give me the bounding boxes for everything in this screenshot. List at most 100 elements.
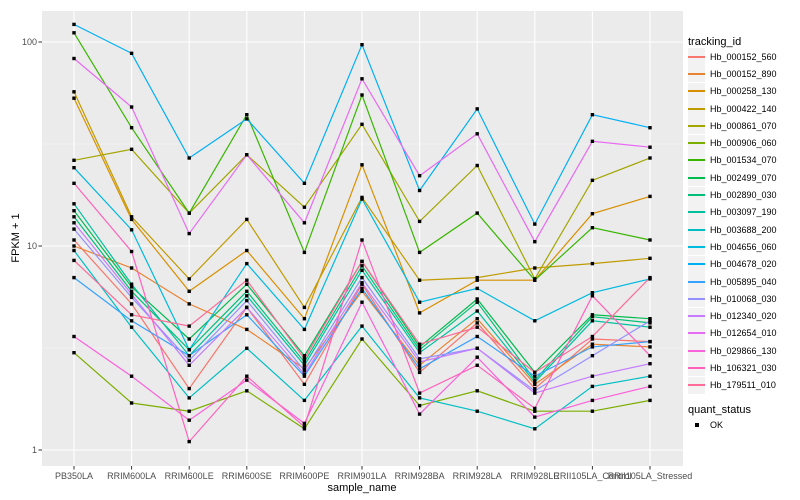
legend-tracking-title: tracking_id [688,36,742,48]
data-point [475,132,479,136]
data-point [417,403,422,408]
data-point [590,291,595,295]
x-tick-label-RRIM928LA: RRIM928LA [452,471,502,481]
x-tick-label-PB350LA: PB350LA [54,471,94,481]
data-point [590,315,595,319]
data-point [417,396,422,400]
data-point [475,297,479,301]
legend-item-Hb_004678_020: Hb_004678_020 [688,255,800,273]
data-point [360,289,364,293]
data-point [187,439,191,444]
legend-item-label: Hb_003097_190 [710,207,777,218]
data-point [245,289,249,293]
data-point [590,345,595,349]
data-point [129,228,134,232]
x-tick-label-RRII105LA_Stressed: RRII105LA_Stressed [607,471,693,481]
legend-key-line [688,238,705,256]
legend-key-line [688,307,705,325]
data-point [648,339,652,344]
data-point [129,401,134,405]
data-point [590,212,595,216]
legend-item-label: Hb_004656_060 [710,241,777,252]
data-point [648,325,652,329]
data-point [302,363,307,367]
data-point [302,357,307,361]
legend-key-line [688,151,705,169]
data-point [648,275,652,280]
legend-key-line [688,186,705,204]
legend-item-label: Hb_000422_140 [710,103,777,114]
data-point [417,370,422,375]
legend-item-label: Hb_000152_890 [710,68,777,79]
y-tick-label-10: 10 [26,241,37,251]
legend-quant-items: OK [688,416,800,434]
legend-item-label: Hb_002890_030 [710,190,777,201]
data-point [302,354,307,358]
data-point [72,248,76,253]
data-point [129,249,134,254]
data-point [302,305,307,310]
data-point [302,360,307,364]
data-point [590,113,595,117]
data-point [417,250,422,255]
data-point [360,264,364,268]
data-point [417,348,422,352]
data-point [648,256,652,260]
x-tick-label-RRIM928BA: RRIM928BA [394,471,445,481]
data-point [245,305,249,310]
data-point [360,93,364,97]
data-point [475,278,479,282]
data-point [302,250,307,255]
data-point [187,386,191,391]
data-point [187,363,191,367]
data-point [590,374,595,378]
legend-item-Hb_005895_040: Hb_005895_040 [688,273,800,290]
legend-item-Hb_012340_020: Hb_012340_020 [688,307,800,325]
data-point [417,300,422,304]
legend-item-Hb_012654_010: Hb_012654_010 [688,324,800,342]
data-point [360,324,364,328]
data-point [187,277,191,281]
y-tick-label-1: 1 [31,445,37,455]
data-point [417,342,422,346]
data-point [360,275,364,280]
data-point [72,202,76,206]
data-point [72,158,76,162]
data-point [245,117,249,121]
data-point [187,289,191,293]
data-point [475,346,479,350]
data-point [533,389,537,393]
data-point [417,391,422,395]
legend-quant-status: quant_status OK [688,404,800,434]
legend-key-line [688,324,705,342]
data-point [590,294,595,298]
data-point [590,261,595,266]
data-point [475,275,479,280]
data-point [72,238,76,242]
legend-item-Hb_003688_200: Hb_003688_200 [688,221,800,239]
data-point [302,368,307,373]
data-point [302,374,307,378]
data-point [590,319,595,323]
data-point [590,398,595,403]
data-point [187,211,191,215]
legend-item-label: Hb_000861_070 [710,120,777,131]
data-point [417,278,422,282]
legend-item-label: Hb_001534_070 [710,155,777,166]
legend-key-line [688,342,705,360]
data-point [245,261,249,266]
legend-item-Hb_000152_560: Hb_000152_560 [688,48,800,66]
data-point [72,166,76,170]
data-point [533,266,537,270]
data-point [72,334,76,339]
data-point [72,258,76,263]
data-point [360,43,364,47]
data-point [648,384,652,389]
legend-item-label: Hb_106321_030 [710,362,777,373]
data-point [475,409,479,413]
data-point [72,56,76,61]
legend-item-label: Hb_000152_560 [710,51,777,62]
legend-item-Hb_029866_130: Hb_029866_130 [688,342,800,360]
legend-item-Hb_001534_070: Hb_001534_070 [688,151,800,169]
data-point [360,77,364,81]
